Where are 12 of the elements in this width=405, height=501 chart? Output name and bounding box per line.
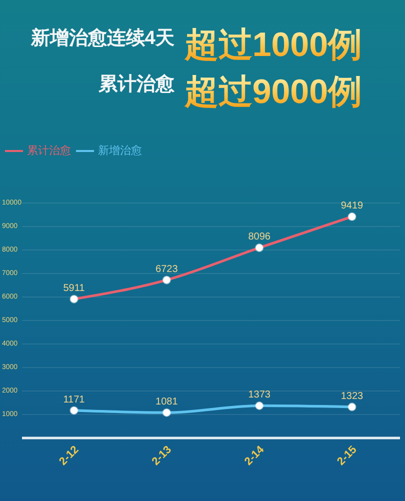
data-label: 6723: [156, 264, 178, 276]
chart-title: 新增治愈连续4天 超过1000例: [30, 26, 362, 64]
legend-label: 新增治愈: [98, 144, 142, 157]
data-label: 1171: [63, 394, 86, 406]
data-label: 8096: [248, 232, 271, 243]
data-label: 1081: [156, 396, 178, 408]
chart-subtitle: 累计治愈 超过9000例: [97, 73, 362, 111]
data-label: 9419: [340, 200, 364, 212]
data-label: 1373: [248, 390, 271, 401]
legend-label: 累计治愈: [27, 144, 71, 157]
data-label: 5911: [63, 283, 86, 294]
data-label: 1323: [340, 390, 364, 402]
